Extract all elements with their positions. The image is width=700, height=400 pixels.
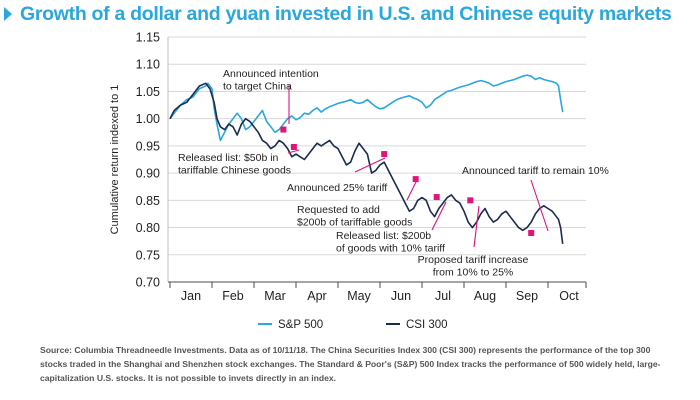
annotation-marker — [290, 143, 297, 150]
annotation-label-line: Requested to add — [297, 204, 380, 216]
x-tick-label: Sep — [516, 289, 538, 303]
annotation-label-line: tariffable Chinese goods — [178, 165, 291, 177]
series-line-csi-300 — [169, 82, 564, 245]
legend-label-csi-300: CSI 300 — [406, 319, 448, 331]
chart-title: Growth of a dollar and yuan invested in … — [20, 2, 672, 25]
x-axis-ticks: Jan Feb Mar Apr May Jun Jul Aug Sep Oct — [169, 282, 587, 303]
x-tick-label: Oct — [559, 289, 579, 303]
x-tick-label: Jul — [435, 289, 451, 303]
y-tick-label: 0.75 — [136, 248, 160, 262]
x-tick-label: Feb — [222, 289, 244, 303]
annotation-marker — [412, 176, 419, 183]
annotation-marker — [467, 197, 474, 204]
annotation-label-line: $200b of tariffable goods — [297, 217, 412, 229]
annotation-label-line: Announced 25% tariff — [287, 182, 387, 194]
y-tick-label: 0.70 — [136, 276, 160, 290]
y-tick-label: 0.90 — [136, 167, 160, 181]
legend: S&P 500 CSI 300 — [258, 319, 448, 331]
annotation-leader-line — [354, 157, 386, 173]
series-line-s-p-500 — [169, 74, 564, 142]
annotation-label-line: to target China — [223, 81, 292, 93]
y-tick-label: 1.05 — [136, 85, 160, 99]
x-tick-label: Jun — [391, 289, 411, 303]
y-tick-label: 1.10 — [136, 58, 160, 72]
annotation-label-line: Announced intention — [223, 68, 319, 80]
annotation-label: Announced intention to target China — [223, 68, 319, 93]
annotation-leader-line — [473, 205, 480, 248]
y-axis-ticks: 0.70 0.75 0.80 0.85 0.90 0.95 1.00 1.05 1.10 1.15 — [136, 31, 160, 290]
annotation-marker — [528, 230, 535, 236]
annotation-leader-line — [530, 179, 549, 232]
x-tick-label: May — [347, 289, 371, 303]
annotation-label-line: Announced tariff to remain 10% — [462, 165, 609, 177]
y-tick-label: 0.80 — [136, 221, 160, 235]
annotation-label-line: Proposed tariff increase — [418, 254, 529, 266]
annotation-label: Announced 25% tariff — [287, 182, 387, 194]
grid-lines — [167, 36, 586, 283]
annotation-label: Released list: $50b in tariffable Chinese… — [178, 152, 291, 177]
annotation-label-line: of goods with 10% tariff — [336, 243, 445, 255]
x-tick-label: Mar — [264, 289, 286, 303]
title-marker-icon — [4, 7, 12, 21]
annotation-label: Released list: $200b of goods with 10% ta… — [336, 230, 445, 255]
annotation-label: Announced tariff to remain 10% — [462, 165, 609, 177]
annotations: Announced intention to target China Releas… — [178, 68, 609, 279]
source-note: Source: Columbia Threadneedle Investment… — [40, 345, 661, 383]
annotation-marker — [433, 194, 440, 201]
y-tick-label: 0.85 — [136, 194, 160, 208]
annotation-label: Requested to add $200b of tariffable good… — [297, 204, 412, 229]
annotation-leader-line — [287, 149, 300, 154]
annotation-leader-line — [431, 201, 447, 231]
x-tick-label: Jan — [181, 289, 201, 303]
series-lines — [169, 74, 564, 245]
annotation-leader-line — [406, 181, 417, 201]
annotation-label-line: from 10% to 25% — [433, 267, 514, 279]
y-tick-label: 1.15 — [136, 31, 160, 45]
y-tick-label: 0.95 — [136, 139, 160, 153]
annotation-marker — [280, 126, 287, 133]
annotation-label: Proposed tariff increase from 10% to 25% — [418, 254, 529, 279]
chart-title-bar: Growth of a dollar and yuan invested in … — [4, 2, 672, 26]
annotation-marker — [381, 151, 388, 158]
x-tick-label: Aug — [474, 289, 496, 303]
y-axis-title: Cumulative return indexed to 1 — [109, 85, 121, 235]
y-tick-label: 1.00 — [136, 112, 160, 126]
annotation-label-line: Released list: $50b in — [178, 152, 279, 164]
legend-label-s-p-500: S&P 500 — [278, 319, 323, 331]
annotation-label-line: Released list: $200b — [336, 230, 431, 242]
x-tick-label: Apr — [307, 289, 326, 303]
